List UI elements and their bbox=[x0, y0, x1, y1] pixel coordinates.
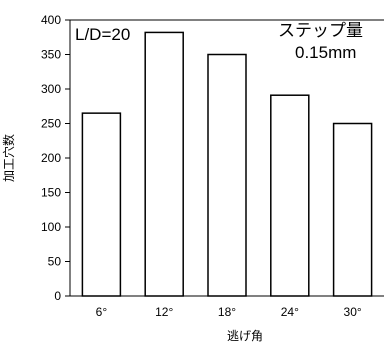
annotation-step: ステップ量 bbox=[278, 21, 363, 40]
y-tick-label: 100 bbox=[41, 220, 61, 234]
bar bbox=[332, 122, 373, 297]
bar bbox=[270, 94, 310, 297]
y-tick-label: 200 bbox=[41, 151, 61, 165]
x-axis-ticks: 6° 12° 18° 24° 30° bbox=[96, 305, 362, 319]
x-tick-label: 24° bbox=[281, 305, 299, 319]
y-tick-label: 400 bbox=[41, 13, 61, 27]
x-tick-label: 30° bbox=[344, 305, 362, 319]
y-tick-label: 300 bbox=[41, 82, 61, 96]
bar bbox=[81, 112, 122, 297]
annotation-step-value: 0.15mm bbox=[295, 43, 356, 62]
y-tick-label: 0 bbox=[54, 289, 61, 303]
y-tick-label: 150 bbox=[41, 186, 61, 200]
y-axis-title: 加工穴数 bbox=[1, 134, 16, 182]
annotation-ld: L/D=20 bbox=[75, 25, 130, 44]
bars bbox=[81, 31, 373, 297]
plot-frame bbox=[69, 19, 384, 297]
x-tick-label: 18° bbox=[218, 305, 236, 319]
y-tick-label: 350 bbox=[41, 48, 61, 62]
bar bbox=[207, 53, 247, 297]
y-tick-label: 250 bbox=[41, 117, 61, 131]
y-axis-ticks: 0 50 100 150 200 250 300 350 400 bbox=[41, 13, 70, 303]
x-tick-label: 12° bbox=[155, 305, 173, 319]
bar bbox=[144, 31, 184, 297]
x-tick-label: 6° bbox=[96, 305, 108, 319]
x-axis-title: 逃げ角 bbox=[227, 329, 263, 343]
y-tick-label: 50 bbox=[48, 255, 62, 269]
